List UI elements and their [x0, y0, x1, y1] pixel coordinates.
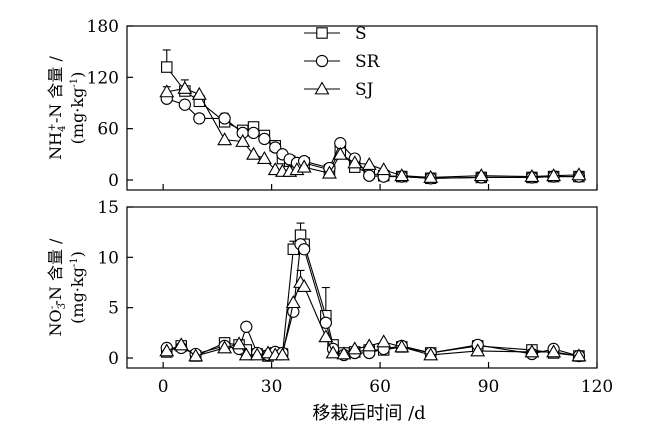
data-point	[361, 156, 377, 171]
y-axis-unit-exponent: -1	[69, 257, 80, 267]
data-point	[423, 347, 439, 361]
y-axis-label-species: NO	[46, 309, 65, 336]
legend-label: SJ	[355, 80, 374, 100]
y-axis-label-rest: -N 含量 /	[46, 238, 65, 306]
data-point	[191, 86, 207, 100]
y-tick-label: 15	[97, 198, 119, 218]
x-tick-label: 90	[478, 377, 500, 397]
series-sj	[159, 269, 587, 362]
no3-panel: 0 5 10 15 0 30 60 90 120 NO3--N 含量 / (mg·kg-1)	[46, 198, 613, 397]
data-point	[470, 343, 486, 357]
data-point	[159, 84, 175, 98]
y-axis-unit-main: (mg·kg	[68, 267, 87, 324]
legend-entry-s: S	[304, 24, 367, 44]
data-point	[256, 151, 272, 165]
data-point	[347, 341, 363, 355]
data-point	[473, 168, 489, 182]
y-tick-label: 180	[87, 17, 119, 37]
legend-entry-sj: SJ	[304, 80, 374, 100]
data-point	[394, 339, 410, 353]
data-point	[571, 167, 587, 181]
data-point	[524, 168, 540, 183]
data-point	[347, 155, 363, 169]
data-point	[247, 126, 260, 140]
data-point	[159, 343, 175, 357]
x-tick-label: 30	[261, 377, 283, 397]
data-point	[546, 168, 562, 182]
data-point	[285, 295, 301, 309]
y-axis-unit-main: (mg·kg	[68, 88, 87, 145]
data-point	[231, 336, 247, 350]
y-axis-label-superscript: -	[47, 306, 58, 309]
data-point	[298, 243, 311, 256]
y-tick-label: 5	[108, 299, 119, 319]
data-point	[249, 347, 265, 361]
y-axis-unit-close: )	[68, 251, 87, 257]
data-point	[361, 338, 377, 352]
data-point	[332, 146, 348, 160]
data-point	[178, 98, 191, 111]
y-tick-label: 0	[108, 171, 119, 191]
legend: S SR SJ	[304, 24, 381, 100]
data-point	[238, 347, 254, 361]
x-axis-label: 移栽后时间 /d	[312, 403, 425, 424]
y-axis-label-superscript: +	[47, 123, 58, 131]
y-tick-label: 10	[97, 248, 119, 268]
data-point	[394, 168, 410, 182]
data-point	[336, 346, 352, 360]
y-axis-label: NH4+-N 含量 /	[46, 56, 68, 160]
data-point	[423, 169, 439, 183]
y-axis-unit-exponent: -1	[69, 78, 80, 88]
data-point	[258, 132, 271, 146]
x-tick-label: 120	[581, 377, 613, 397]
x-tick-label: 60	[369, 377, 391, 397]
data-point	[546, 344, 562, 358]
plot-frame	[126, 25, 598, 191]
data-point	[188, 348, 204, 362]
data-point	[296, 159, 312, 173]
data-point	[218, 112, 231, 125]
legend-label: SR	[355, 52, 381, 72]
data-point	[240, 320, 253, 333]
y-axis-label: NO3--N 含量 /	[46, 238, 68, 336]
data-point	[193, 112, 206, 125]
data-point	[376, 334, 392, 348]
y-axis-label-subscript: 3	[57, 303, 68, 309]
data-point	[296, 278, 312, 292]
y-axis-label-rest: -N 含量 /	[46, 56, 65, 124]
y-axis-unit: (mg·kg-1)	[68, 251, 87, 324]
y-axis-label-subscript: 4	[57, 126, 68, 132]
data-point	[217, 340, 233, 354]
legend-label: S	[355, 24, 367, 44]
nh4-panel: 0 60 120 180 NH4+-N 含量 / (mg·kg-1)	[46, 17, 598, 191]
data-point	[246, 146, 261, 160]
y-axis-unit-close: )	[68, 72, 87, 78]
legend-entry-sr: SR	[304, 52, 381, 72]
legend-marker	[314, 81, 330, 95]
data-point	[217, 132, 233, 146]
y-axis-unit: (mg·kg-1)	[68, 72, 87, 145]
y-tick-label: 120	[87, 68, 119, 88]
y-tick-label: 0	[108, 349, 119, 369]
data-point	[524, 344, 540, 358]
plot-frame	[126, 206, 598, 369]
series-sj	[159, 79, 587, 183]
data-point	[235, 133, 251, 147]
legend-marker	[315, 54, 329, 68]
data-point	[322, 165, 337, 179]
data-point	[161, 61, 173, 73]
data-point	[177, 80, 193, 94]
data-point	[275, 347, 290, 361]
data-point	[318, 329, 334, 343]
x-tick-label: 0	[158, 377, 169, 397]
data-point	[325, 345, 341, 359]
legend-marker	[316, 27, 328, 39]
y-tick-label: 60	[97, 120, 119, 140]
data-point	[571, 348, 587, 362]
data-point	[173, 337, 189, 351]
data-point	[363, 169, 376, 182]
data-point	[376, 162, 392, 176]
y-axis-label-species: NH	[46, 132, 65, 160]
